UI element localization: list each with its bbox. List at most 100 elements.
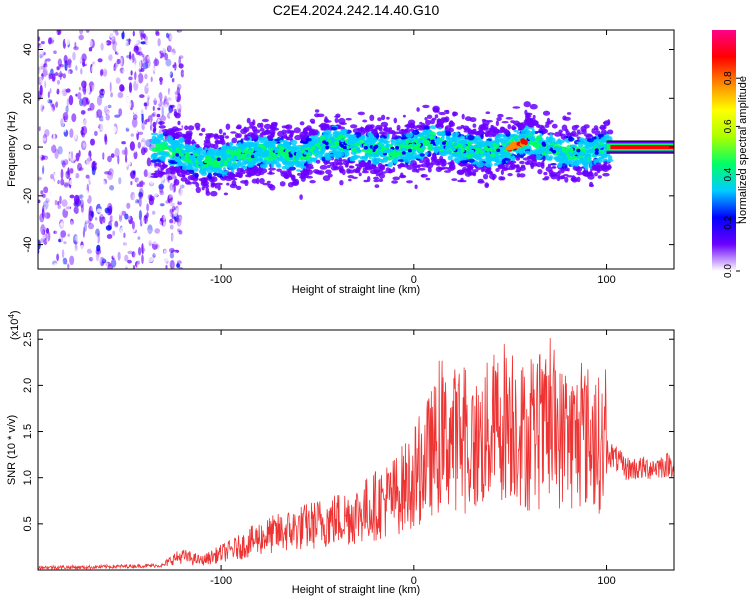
heatmap-cell [170, 52, 175, 56]
heatmap-cell [248, 162, 253, 167]
heatmap-cell [469, 145, 474, 150]
heatmap-cell [305, 175, 313, 179]
heatmap-cell [83, 179, 87, 185]
heatmap-cell [109, 31, 113, 38]
heatmap-cell [547, 137, 552, 143]
heatmap-cell [49, 88, 52, 94]
heatmap-cell [219, 227, 223, 236]
heatmap-cell [159, 77, 163, 82]
heatmap-cell [235, 143, 241, 147]
heatmap-cell [136, 205, 141, 212]
heatmap-cell [165, 230, 169, 238]
spectrogram-frame [37, 29, 675, 270]
heatmap-cell [131, 117, 138, 128]
heatmap-cell [96, 151, 100, 160]
heatmap-cell [193, 167, 199, 172]
heatmap-cell [131, 251, 136, 258]
heatmap-cell [205, 134, 211, 142]
heatmap-cell [128, 111, 133, 122]
heatmap-cell [166, 76, 171, 83]
heatmap-cell [193, 36, 197, 41]
heatmap-cell [143, 128, 147, 132]
heatmap-cell [193, 97, 196, 103]
heatmap-cell [511, 155, 516, 162]
heatmap-cell [526, 117, 531, 121]
heatmap-cell [228, 166, 236, 171]
heatmap-cell [174, 233, 178, 239]
heatmap-cell [116, 58, 121, 65]
heatmap-cell [576, 152, 581, 156]
heatmap-cell [102, 58, 106, 64]
heatmap-cell [67, 233, 71, 237]
heatmap-cell [117, 155, 120, 165]
heatmap-cell [106, 234, 113, 239]
heatmap-cell [163, 260, 167, 266]
heatmap-cell [392, 176, 401, 181]
heatmap-cell [76, 107, 82, 114]
heatmap-cell [200, 41, 204, 49]
heatmap-cell [105, 114, 111, 121]
heatmap-cell [69, 159, 74, 169]
heatmap-cell [390, 139, 396, 145]
heatmap-cell [419, 160, 424, 164]
heatmap-cell [565, 148, 569, 153]
heatmap-cell [107, 264, 113, 269]
heatmap-cell [208, 157, 213, 162]
heatmap-cell [277, 130, 285, 137]
heatmap-cell [129, 141, 135, 151]
heatmap-cell [132, 114, 138, 120]
heatmap-cell [38, 232, 43, 241]
heatmap-cell [71, 113, 77, 123]
heatmap-cell [207, 77, 211, 87]
heatmap-cell [96, 172, 101, 177]
heatmap-cell [517, 135, 521, 139]
heatmap-cell [445, 132, 452, 136]
heatmap-cell [164, 95, 168, 105]
heatmap-cell [195, 144, 200, 148]
heatmap-cell [221, 264, 225, 269]
heatmap-cell [404, 124, 410, 128]
heatmap-cell [187, 103, 191, 109]
heatmap-cell [206, 167, 214, 174]
heatmap-cell [210, 264, 214, 269]
heatmap-cell [357, 111, 365, 116]
heatmap-cell [204, 83, 208, 92]
heatmap-cell [141, 141, 145, 147]
heatmap-cell [531, 137, 536, 142]
colorbar-ticks: 0.00.20.40.60.8 [723, 71, 740, 278]
heatmap-cell [280, 152, 285, 156]
heatmap-cell [421, 174, 425, 178]
heatmap-cell [436, 110, 440, 113]
heatmap-cell [435, 123, 441, 128]
heatmap-cell [83, 85, 87, 95]
heatmap-cell [46, 102, 51, 112]
heatmap-cell [159, 80, 163, 85]
heatmap-cell [306, 152, 311, 157]
heatmap-cell [197, 39, 200, 45]
heatmap-cell [97, 257, 102, 268]
heatmap-cell [246, 153, 251, 158]
heatmap-cell [183, 233, 187, 238]
heatmap-cell [444, 125, 452, 132]
heatmap-cell [509, 160, 517, 164]
heatmap-cell [259, 178, 265, 184]
heatmap-cell [378, 173, 386, 179]
heatmap-cell [259, 137, 263, 140]
heatmap-cell [185, 214, 189, 222]
heatmap-cell [167, 97, 172, 102]
heatmap-cell [56, 66, 60, 71]
heatmap-cell [38, 36, 41, 42]
heatmap-cell [176, 206, 180, 216]
heatmap-cell [222, 106, 226, 111]
heatmap-cell [545, 141, 553, 144]
heatmap-cell [243, 137, 250, 141]
y-tick-label: -40 [22, 237, 34, 253]
heatmap-cell [66, 144, 72, 148]
heatmap-cell [424, 117, 428, 121]
heatmap-cell [39, 54, 43, 59]
heatmap-cell [177, 67, 183, 72]
heatmap-cell [467, 153, 471, 160]
heatmap-cell [406, 164, 413, 170]
heatmap-cell [523, 101, 531, 108]
heatmap-cell [106, 47, 111, 57]
